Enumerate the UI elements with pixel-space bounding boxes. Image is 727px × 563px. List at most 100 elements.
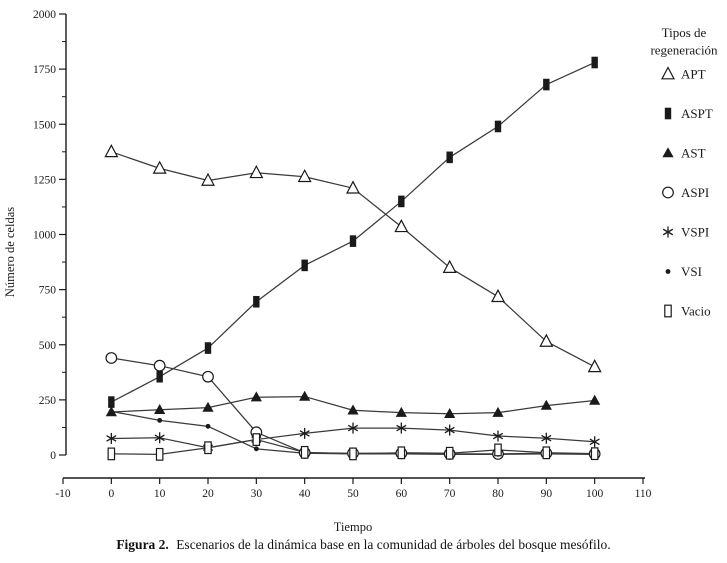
legend-label-VSI: VSI: [681, 264, 702, 279]
legend-marker-VSPI: [662, 226, 674, 238]
square-filled-icon: [494, 120, 502, 133]
series-markers-Vacio: [107, 433, 599, 461]
marker-VSPI: [106, 432, 117, 444]
marker-ASPT: [543, 78, 550, 91]
circle-open-icon: [153, 359, 166, 372]
x-tick-label: 60: [396, 488, 408, 500]
triangle-open-icon: [297, 168, 312, 183]
marker-ASPT: [156, 370, 163, 383]
legend: Tipos de regeneración APT ASPT AST ASPI VSPI VS…: [650, 25, 718, 319]
marker-ASPT: [108, 396, 115, 408]
asterisk-icon: [106, 435, 117, 442]
figure-caption-label: Figura 2.: [116, 537, 169, 552]
triangle-open-icon: [201, 172, 215, 186]
square-open-icon: [397, 446, 406, 460]
series-line-ASPT: [111, 61, 595, 403]
marker-Vacio: [349, 447, 357, 461]
square-filled-icon: [204, 342, 212, 354]
dot-icon: [108, 408, 114, 414]
marker-ASPT: [253, 295, 260, 308]
square-open-icon: [204, 441, 212, 455]
series-markers-AST: [105, 390, 601, 418]
triangle-open-icon: [394, 219, 409, 233]
series-markers-ASPT: [108, 56, 598, 408]
marker-ASPI: [105, 352, 118, 364]
asterisk-icon: [541, 434, 552, 442]
x-tick-label: 110: [635, 488, 652, 500]
square-open-icon: [155, 447, 164, 461]
marker-VSI: [253, 446, 259, 452]
marker-VSPI: [299, 427, 310, 439]
marker-Vacio: [397, 446, 406, 460]
marker-ASPT: [494, 120, 502, 133]
square-filled-icon: [156, 370, 163, 383]
legend-label-Vacio: Vacio: [681, 304, 711, 319]
dot-icon: [253, 446, 259, 452]
y-tick-label: 500: [39, 340, 57, 352]
series-lines: [111, 61, 595, 455]
triangle-filled-icon: [662, 147, 674, 158]
legend-marker-ASPI: [662, 186, 674, 199]
marker-VSI: [108, 408, 114, 414]
triangle-filled-icon: [154, 403, 166, 414]
triangle-open-icon: [152, 160, 167, 174]
legend-item-VSI: VSI: [665, 264, 702, 279]
marker-Vacio: [204, 441, 212, 455]
square-filled-icon: [398, 195, 405, 208]
marker-VSPI: [589, 436, 600, 448]
square-filled-icon: [301, 259, 308, 272]
legend-marker-VSI: [665, 269, 671, 274]
square-open-icon: [590, 447, 599, 461]
square-open-icon: [542, 446, 551, 460]
marker-ASPT: [591, 56, 598, 69]
square-filled-icon: [446, 151, 453, 164]
marker-Vacio: [590, 447, 599, 461]
circle-open-icon: [662, 186, 674, 199]
triangle-filled-icon: [347, 404, 359, 415]
marker-VSPI: [444, 424, 455, 436]
marker-AST: [589, 394, 601, 405]
marker-ASPI: [202, 370, 214, 383]
x-tick-label: 100: [586, 488, 604, 500]
marker-AST: [250, 391, 262, 402]
triangle-filled-icon: [589, 394, 601, 405]
marker-ASPT: [398, 195, 405, 208]
marker-APT: [442, 259, 457, 273]
marker-APT: [249, 164, 264, 179]
square-open-icon: [664, 304, 672, 318]
legend-marker-ASPT: [664, 107, 672, 120]
triangle-open-icon: [491, 288, 505, 303]
marker-VSPI: [541, 432, 552, 444]
triangle-open-icon: [104, 144, 119, 158]
marker-APT: [539, 333, 554, 347]
y-tick-label: 750: [39, 285, 57, 297]
dot-icon: [665, 269, 671, 274]
triangle-filled-icon: [395, 406, 407, 417]
y-tick-label: 1250: [33, 174, 56, 186]
asterisk-icon: [347, 424, 359, 432]
triangle-open-icon: [442, 259, 457, 273]
y-tick-label: 1750: [33, 64, 56, 76]
legend-marker-APT: [661, 66, 675, 80]
asterisk-icon: [589, 438, 600, 446]
triangle-filled-icon: [299, 390, 311, 401]
marker-VSPI: [396, 422, 407, 434]
marker-ASPI: [153, 359, 166, 372]
marker-APT: [346, 180, 360, 194]
asterisk-icon: [299, 430, 310, 437]
marker-APT: [104, 144, 119, 158]
legend-item-Vacio: Vacio: [664, 304, 711, 319]
marker-VSI: [157, 417, 163, 423]
y-tick-label: 1000: [33, 230, 56, 242]
legend-item-ASPI: ASPI: [662, 185, 709, 200]
marker-VSPI: [347, 422, 359, 434]
marker-APT: [394, 219, 409, 233]
y-axis-title: Número de celdas: [3, 207, 17, 297]
x-tick-label: 50: [347, 488, 359, 500]
marker-APT: [587, 359, 602, 373]
square-open-icon: [300, 445, 309, 459]
square-filled-icon: [349, 235, 357, 247]
marker-Vacio: [494, 443, 502, 457]
legend-marker-AST: [662, 147, 674, 158]
marker-AST: [540, 399, 552, 410]
